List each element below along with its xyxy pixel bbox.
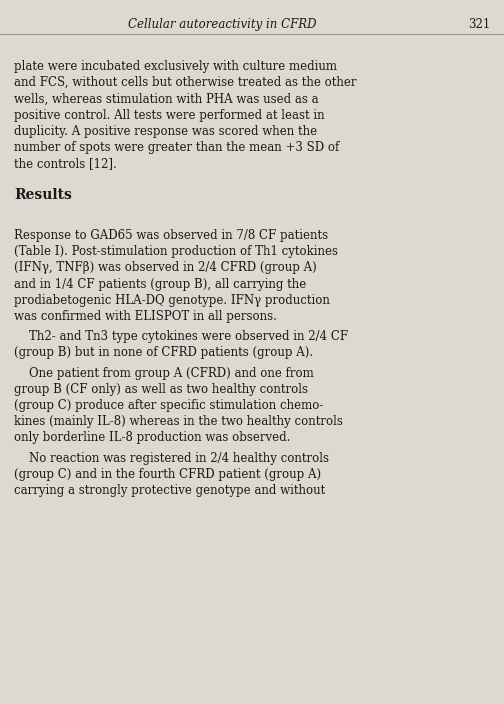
Text: only borderline IL-8 production was observed.: only borderline IL-8 production was obse…	[14, 432, 290, 444]
Text: (IFNγ, TNFβ) was observed in 2/4 CFRD (group A): (IFNγ, TNFβ) was observed in 2/4 CFRD (g…	[14, 261, 317, 275]
Text: prodiabetogenic HLA-DQ genotype. IFNγ production: prodiabetogenic HLA-DQ genotype. IFNγ pr…	[14, 294, 330, 307]
Text: (Table I). Post-stimulation production of Th1 cytokines: (Table I). Post-stimulation production o…	[14, 245, 338, 258]
Text: Th2- and Tn3 type cytokines were observed in 2/4 CF: Th2- and Tn3 type cytokines were observe…	[14, 330, 348, 344]
Text: and in 1/4 CF patients (group B), all carrying the: and in 1/4 CF patients (group B), all ca…	[14, 277, 306, 291]
Text: wells, whereas stimulation with PHA was used as a: wells, whereas stimulation with PHA was …	[14, 92, 319, 106]
Text: No reaction was registered in 2/4 healthy controls: No reaction was registered in 2/4 health…	[14, 452, 329, 465]
Text: number of spots were greater than the mean +3 SD of: number of spots were greater than the me…	[14, 141, 339, 154]
Text: plate were incubated exclusively with culture medium: plate were incubated exclusively with cu…	[14, 60, 337, 73]
Text: was confirmed with ELISPOT in all persons.: was confirmed with ELISPOT in all person…	[14, 310, 277, 323]
Text: group B (CF only) as well as two healthy controls: group B (CF only) as well as two healthy…	[14, 383, 308, 396]
Text: 321: 321	[468, 18, 490, 31]
Text: Response to GAD65 was observed in 7/8 CF patients: Response to GAD65 was observed in 7/8 CF…	[14, 229, 328, 242]
Text: Results: Results	[14, 189, 72, 203]
Text: kines (mainly IL-8) whereas in the two healthy controls: kines (mainly IL-8) whereas in the two h…	[14, 415, 343, 428]
Text: the controls [12].: the controls [12].	[14, 157, 117, 170]
Text: Cellular autoreactivity in CFRD: Cellular autoreactivity in CFRD	[128, 18, 316, 31]
Text: One patient from group A (CFRD) and one from: One patient from group A (CFRD) and one …	[14, 367, 314, 379]
Text: positive control. All tests were performed at least in: positive control. All tests were perform…	[14, 108, 325, 122]
Text: duplicity. A positive response was scored when the: duplicity. A positive response was score…	[14, 125, 317, 138]
Text: (group C) and in the fourth CFRD patient (group A): (group C) and in the fourth CFRD patient…	[14, 468, 321, 481]
Text: (group C) produce after specific stimulation chemo-: (group C) produce after specific stimula…	[14, 399, 324, 412]
Text: carrying a strongly protective genotype and without: carrying a strongly protective genotype …	[14, 484, 325, 497]
Text: (group B) but in none of CFRD patients (group A).: (group B) but in none of CFRD patients (…	[14, 346, 313, 360]
Text: and FCS, without cells but otherwise treated as the other: and FCS, without cells but otherwise tre…	[14, 76, 356, 89]
